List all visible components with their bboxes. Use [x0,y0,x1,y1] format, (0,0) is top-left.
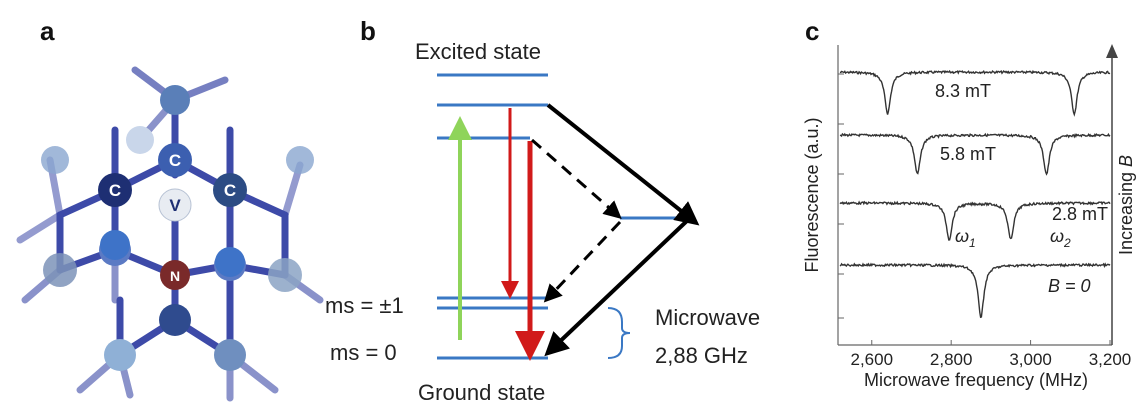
atom-carbon [100,230,130,260]
atom-vacancy [158,188,192,222]
atom-nitrogen [160,260,190,290]
ground-state-label: Ground state [418,380,545,405]
omega-2-label: ω2 [1050,226,1071,250]
bond [16,211,64,244]
atom-label-c: C [224,181,236,200]
atom-carbon-c1 [98,173,132,207]
excited-state-label: Excited state [415,39,541,64]
atom-carbon [159,304,191,336]
atom-label-v: V [169,196,181,215]
panel-c: c 2,600 2,800 3,000 3,200 8.3 mT 5.8 mT 2.8… [802,16,1136,390]
atom-carbon [104,339,136,371]
series-label: 2.8 mT [1052,204,1108,224]
x-tick-label: 2,600 [850,350,893,369]
decay-arrow-dashed [543,220,622,303]
ms-pm1-label: ms = ±1 [325,293,404,318]
x-axis-label: Microwave frequency (MHz) [864,370,1088,390]
atom-carbon [41,146,69,174]
microwave-frequency-label: 2,88 GHz [655,343,748,368]
series-label: 5.8 mT [940,144,996,164]
x-tick-label: 2,800 [930,350,973,369]
x-ticks: 2,600 2,800 3,000 3,200 [850,340,1131,369]
increasing-b-label: Increasing B [1116,155,1136,255]
x-tick-label: 3,200 [1089,350,1132,369]
spectra [839,69,1111,319]
spectrum-line [839,262,1111,319]
omega-1-label: ω1 [955,226,976,250]
x-tick-label: 3,000 [1009,350,1052,369]
panel-letter-a: a [40,16,55,46]
panel-letter-b: b [360,16,376,46]
microwave-label: Microwave [655,305,760,330]
atom-carbon [215,247,245,277]
series-label: 8.3 mT [935,81,991,101]
increasing-b-arrowhead [1106,44,1118,58]
isc-arrow-solid [546,103,700,226]
panel-b: b Excited state [325,16,760,405]
ms-0-label: ms = 0 [330,340,397,365]
panel-letter-c: c [805,16,819,46]
spectrum-line [839,69,1111,117]
nv-lattice-illustration [16,66,324,402]
atom-carbon-c3 [213,173,247,207]
atom-label-n: N [170,268,180,284]
atoms: C C C V N [41,85,314,371]
atom-carbon-c2 [158,143,192,177]
atom-carbon [126,126,154,154]
spectrum-line [839,132,1111,176]
atom-carbon [214,339,246,371]
y-ticks [838,73,844,319]
atom-label-c: C [169,151,181,170]
microwave-brace [607,307,631,359]
atom-carbon [160,85,190,115]
y-axis-label: Fluorescence (a.u.) [802,117,822,272]
series-label: B = 0 [1048,276,1091,296]
atom-carbon [268,258,302,292]
atom-carbon [286,146,314,174]
decay-arrow-solid [544,216,692,357]
atom-carbon [43,253,77,287]
atom-label-c: C [109,181,121,200]
spectrum-line [839,200,1111,241]
panel-a: a [16,16,324,402]
